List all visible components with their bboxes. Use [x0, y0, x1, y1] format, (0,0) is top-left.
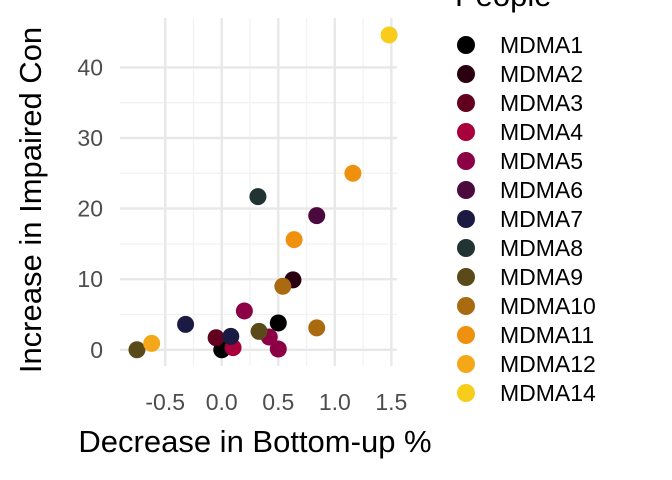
data-point-mdma7 [222, 327, 240, 345]
legend-key-mdma2 [457, 65, 475, 83]
y-axis-title: Increase in Impaired Con [13, 27, 48, 373]
data-point-mdma5 [235, 302, 253, 320]
legend-key-mdma11 [457, 326, 475, 344]
data-point-mdma10 [308, 319, 326, 337]
legend-key-mdma4 [457, 123, 475, 141]
data-point-mdma1 [269, 314, 287, 332]
legend-label: MDMA10 [500, 293, 596, 319]
data-point-mdma11 [344, 164, 362, 182]
data-point-mdma3 [207, 329, 225, 347]
legend-key-mdma9 [457, 268, 475, 286]
tick-labels: -0.5 0.0 0.5 1.0 1.5 0 10 20 30 40 [77, 54, 407, 415]
data-point-mdma10 [274, 277, 292, 295]
x-tick-label: 0.0 [206, 389, 238, 415]
data-point-mdma7 [177, 315, 195, 333]
legend-label: MDMA3 [500, 90, 583, 116]
x-axis-title: Decrease in Bottom-up % [78, 424, 431, 459]
legend-label: MDMA8 [500, 235, 583, 261]
legend-label: MDMA1 [500, 32, 583, 58]
data-point-mdma5 [269, 340, 287, 358]
legend-label: MDMA7 [500, 206, 583, 232]
grid [120, 18, 397, 366]
legend-label: MDMA14 [500, 380, 596, 406]
data-point-mdma6 [308, 207, 326, 225]
legend-label: MDMA12 [500, 351, 596, 377]
y-tick-label: 0 [90, 337, 103, 363]
x-tick-label: 1.0 [319, 389, 351, 415]
legend-label: MDMA4 [500, 119, 583, 145]
data-point-mdma9 [128, 341, 146, 359]
legend-title: People [455, 0, 552, 13]
legend: MDMA1 MDMA2 MDMA3 MDMA4 MDMA5 MDMA6 MDMA7 MDMA8… [457, 32, 596, 406]
x-tick-label: -0.5 [145, 389, 185, 415]
y-tick-label: 10 [77, 266, 103, 292]
legend-key-mdma6 [457, 181, 475, 199]
data-point-mdma14 [380, 26, 398, 44]
y-tick-label: 20 [77, 196, 103, 222]
legend-key-mdma5 [457, 152, 475, 170]
data-point-mdma12 [143, 334, 161, 352]
points [128, 26, 398, 359]
legend-label: MDMA9 [500, 264, 583, 290]
legend-label: MDMA11 [500, 322, 594, 348]
data-point-mdma8 [249, 188, 267, 206]
legend-key-mdma7 [457, 210, 475, 228]
legend-key-mdma14 [457, 384, 475, 402]
legend-label: MDMA2 [500, 61, 583, 87]
data-point-mdma9 [250, 322, 268, 340]
y-tick-label: 30 [77, 125, 103, 151]
legend-key-mdma3 [457, 94, 475, 112]
legend-label: MDMA6 [500, 177, 583, 203]
y-tick-label: 40 [77, 54, 103, 80]
data-point-mdma11 [285, 231, 303, 249]
legend-key-mdma10 [457, 297, 475, 315]
legend-label: MDMA5 [500, 148, 583, 174]
x-tick-label: 0.5 [262, 389, 294, 415]
x-tick-label: 1.5 [375, 389, 407, 415]
legend-key-mdma8 [457, 239, 475, 257]
legend-key-mdma1 [457, 36, 475, 54]
legend-key-mdma12 [457, 355, 475, 373]
